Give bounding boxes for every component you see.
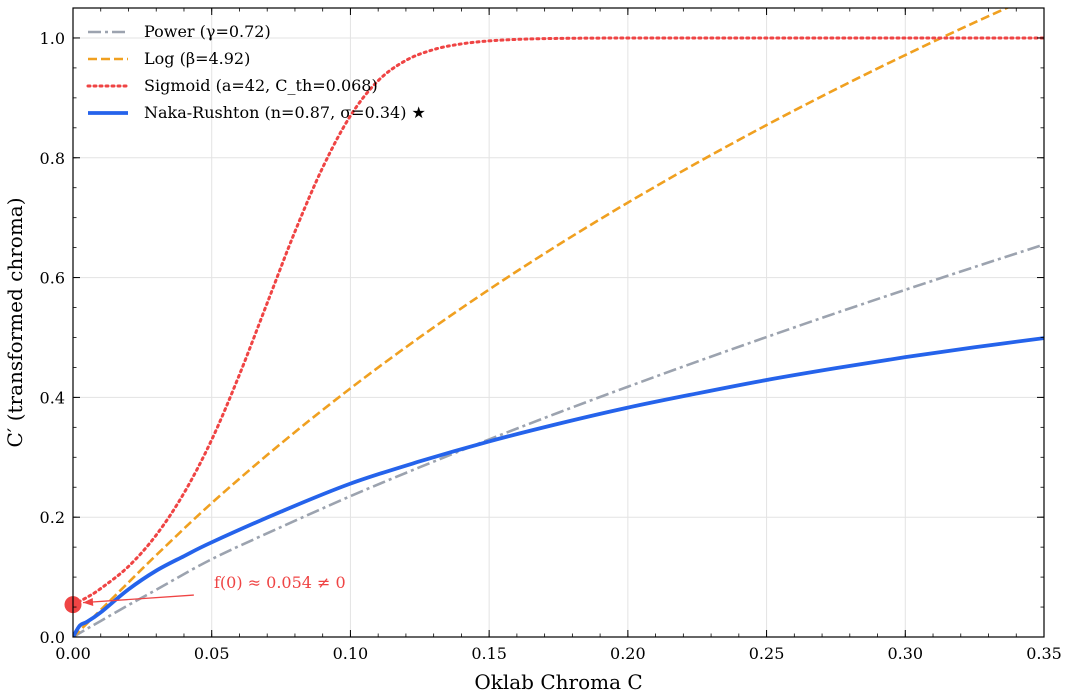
- series-line-naka-rushton: [73, 336, 1044, 637]
- series-line-log: [73, 8, 1010, 637]
- y-tick-label: 0.6: [40, 269, 65, 288]
- ticks: 0.00 0.05 0.10 0.15 0.20 0.25 0.30 0.35 0.0 0.2 0.…: [40, 7, 1062, 663]
- x-tick-label: 0.30: [887, 644, 923, 663]
- legend-label-naka-rushton: Naka-Rushton (n=0.87, σ=0.34) ★: [144, 103, 426, 122]
- legend-label-power: Power (γ=0.72): [144, 22, 271, 41]
- series-line-sigmoid: [73, 36, 1044, 607]
- x-tick-label: 0.15: [471, 644, 507, 663]
- x-tick-label: 0.35: [1026, 644, 1062, 663]
- x-tick-label: 0.25: [749, 644, 785, 663]
- y-tick-label: 0.8: [40, 149, 65, 168]
- series-layer: [73, 8, 1044, 637]
- plot-frame: [72, 7, 1045, 638]
- annotation-arrow-head: [83, 597, 94, 606]
- x-tick-label: 0.20: [610, 644, 646, 663]
- x-axis-label: Oklab Chroma C: [474, 670, 642, 694]
- x-tick-label: 0.05: [194, 644, 230, 663]
- x-tick-label: 0.10: [333, 644, 369, 663]
- y-tick-label: 1.0: [40, 29, 65, 48]
- y-axis-label: C′ (transformed chroma): [3, 197, 27, 447]
- y-tick-label: 0.2: [40, 508, 65, 527]
- legend-label-log: Log (β=4.92): [144, 49, 250, 68]
- legend: Power (γ=0.72) Log (β=4.92) Sigmoid (a=42,…: [86, 22, 426, 122]
- x-tick-label: 0.00: [55, 644, 91, 663]
- annotation-arrow-line: [82, 594, 194, 604]
- annotation-text: f(0) ≈ 0.054 ≠ 0: [214, 573, 346, 592]
- y-tick-label: 0.4: [40, 388, 65, 407]
- annotation-layer: f(0) ≈ 0.054 ≠ 0: [64, 573, 346, 614]
- legend-label-sigmoid: Sigmoid (a=42, C_th=0.068): [144, 76, 378, 95]
- y-tick-label: 0.0: [40, 628, 65, 647]
